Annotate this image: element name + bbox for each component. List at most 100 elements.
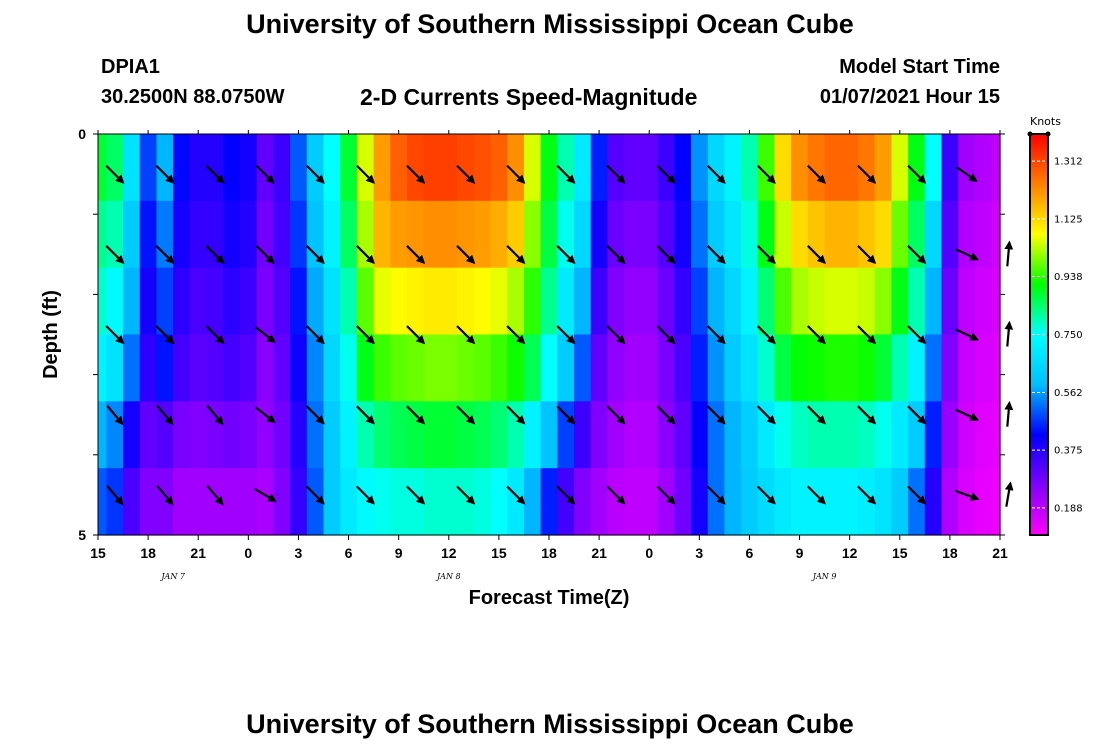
- heatmap-cell: [189, 200, 208, 269]
- heatmap-cell: [974, 267, 993, 336]
- heatmap-cell: [574, 401, 592, 469]
- heatmap-cell: [991, 401, 1001, 469]
- heatmap-cell: [239, 468, 258, 536]
- heatmap-cell: [674, 267, 692, 336]
- heatmap-cell: [373, 468, 391, 536]
- heatmap-cell: [557, 134, 575, 202]
- current-vector-arrow: [356, 485, 375, 505]
- heatmap-cell: [440, 334, 458, 402]
- heatmap-cell: [490, 267, 508, 336]
- heatmap-cell: [490, 468, 508, 536]
- model-start-label: Model Start Time: [839, 56, 1000, 78]
- heatmap-cell: [757, 401, 776, 469]
- model-start-time: 01/07/2021 Hour 15: [819, 86, 1000, 108]
- heatmap-cell: [356, 468, 375, 536]
- current-vector-arrow: [954, 489, 980, 501]
- current-vectors: [105, 164, 1014, 507]
- heatmap-cell: [290, 334, 308, 402]
- heatmap-cell: [98, 134, 107, 202]
- heatmap-cell: [824, 401, 842, 469]
- heatmap-cell: [991, 468, 1001, 536]
- heatmap-cell: [523, 134, 542, 202]
- heatmap-cell: [323, 200, 341, 269]
- current-vector-arrow: [857, 405, 877, 425]
- heatmap-cell: [657, 468, 675, 536]
- heatmap-cell: [390, 200, 408, 269]
- current-vector-arrow: [956, 166, 978, 183]
- heatmap-cell: [340, 468, 358, 536]
- heatmap-cell: [858, 200, 876, 269]
- x-tick-label: 18: [942, 545, 958, 561]
- heatmap-cell: [941, 334, 959, 402]
- x-tick-label: 9: [395, 545, 403, 561]
- heatmap-cell: [239, 134, 258, 202]
- heatmap-cell: [523, 200, 542, 269]
- current-vector-arrow: [706, 485, 726, 505]
- heatmap-cell: [657, 334, 675, 402]
- heatmap-cell: [574, 468, 592, 536]
- heatmap-cell: [173, 401, 191, 469]
- heatmap-cell: [356, 401, 375, 469]
- heatmap-cell: [540, 401, 558, 469]
- current-vector-arrow: [406, 325, 426, 345]
- colorbar-tick-label: 0.188: [1054, 503, 1083, 514]
- heatmap-cell: [373, 267, 391, 336]
- heatmap-cell: [774, 468, 792, 536]
- heatmap-cell: [657, 200, 675, 269]
- x-tick-label: 21: [190, 545, 206, 561]
- heatmap-cell: [523, 267, 542, 336]
- heatmap-cell: [924, 401, 943, 469]
- heatmap-cell: [874, 401, 893, 469]
- heatmap-cell: [373, 334, 391, 402]
- heatmap-cell: [574, 334, 592, 402]
- heatmap-cell: [791, 200, 809, 269]
- current-vector-arrow: [1004, 240, 1014, 267]
- x-tick-label: 9: [796, 545, 804, 561]
- current-vector-arrow: [1004, 481, 1014, 507]
- colorbar-unit: Knots: [1030, 115, 1061, 128]
- current-vector-arrow: [105, 245, 125, 265]
- heatmap-cell: [123, 401, 141, 469]
- heatmap-cell: [557, 334, 575, 402]
- heatmap-cell: [724, 401, 742, 469]
- heatmap-cell: [523, 401, 542, 469]
- heatmap-cell: [189, 134, 208, 202]
- heatmap-cell: [824, 468, 842, 536]
- heatmap-cell: [239, 401, 258, 469]
- heatmap-cell: [640, 267, 659, 336]
- current-vector-arrow: [807, 485, 826, 505]
- x-tick-label: 3: [695, 545, 703, 561]
- heatmap-cell: [523, 334, 542, 402]
- heatmap-cell: [373, 200, 391, 269]
- heatmap-cell: [958, 334, 976, 402]
- heatmap-cell: [741, 267, 759, 336]
- y-tick-label: 5: [78, 527, 86, 543]
- heatmap-cell: [607, 401, 625, 469]
- heatmap-cell: [340, 401, 358, 469]
- heatmap-cell: [173, 334, 191, 402]
- y-axis-title: Depth (ft): [40, 290, 62, 379]
- colorbar: Knots 1.312 1.125 0.938 0.750 0.562 0.375 0.188: [1027, 115, 1083, 536]
- heatmap-cell: [807, 401, 826, 469]
- heatmap-cell: [256, 468, 274, 536]
- current-vector-arrow: [105, 164, 125, 184]
- heatmap-cell: [407, 334, 425, 402]
- current-vector-arrow: [756, 485, 776, 505]
- heatmap-cell: [841, 334, 859, 402]
- current-vector-arrow: [305, 245, 325, 265]
- current-vector-arrow: [406, 485, 426, 505]
- heatmap-cell: [340, 334, 358, 402]
- y-tick-label: 0: [78, 126, 86, 142]
- heatmap-cell: [423, 401, 442, 469]
- current-vector-arrow: [807, 245, 826, 265]
- heatmap-cell: [223, 267, 241, 336]
- heatmap-cell: [557, 200, 575, 269]
- heatmap-cell: [590, 134, 609, 202]
- heatmap-cell: [707, 334, 725, 402]
- heatmap-cell: [256, 134, 274, 202]
- heatmap-cell: [356, 334, 375, 402]
- heatmap-cell: [824, 334, 842, 402]
- heatmap-cell: [390, 134, 408, 202]
- heatmap-cell: [423, 267, 442, 336]
- heatmap-cell: [891, 334, 909, 402]
